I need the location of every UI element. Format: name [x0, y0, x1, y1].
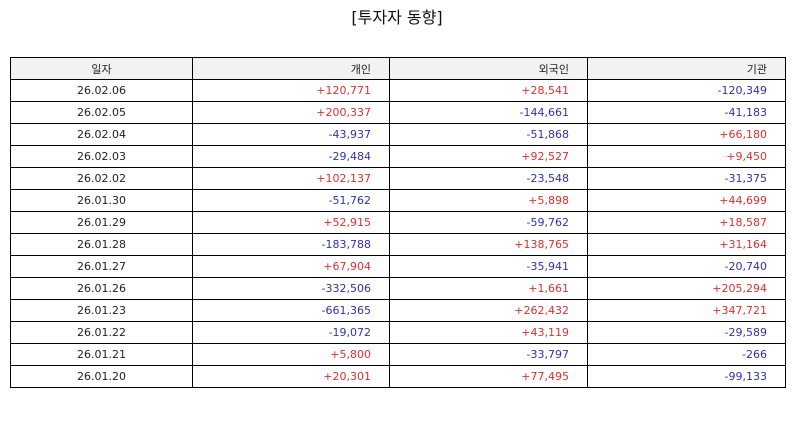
investor-trend-table: 일자 개인 외국인 기관 26.02.06 +120,771 +28,541 -120…: [10, 57, 786, 388]
date-cell: 26.01.21: [10, 343, 193, 366]
foreign-cell: +1,661: [389, 277, 588, 300]
foreign-cell: +92,527: [389, 145, 588, 168]
individual-cell: -661,365: [192, 299, 390, 322]
individual-cell: +52,915: [192, 211, 390, 234]
institution-cell: +44,699: [587, 189, 786, 212]
table-row: 26.02.05 +200,337 -144,661 -41,183: [10, 101, 786, 124]
foreign-cell: +28,541: [389, 79, 588, 102]
column-header-foreign: 외국인: [389, 57, 588, 80]
individual-cell: -332,506: [192, 277, 390, 300]
institution-cell: +9,450: [587, 145, 786, 168]
foreign-cell: +77,495: [389, 365, 588, 388]
institution-cell: -120,349: [587, 79, 786, 102]
foreign-cell: -35,941: [389, 255, 588, 278]
date-cell: 26.02.06: [10, 79, 193, 102]
institution-cell: -41,183: [587, 101, 786, 124]
individual-cell: +67,904: [192, 255, 390, 278]
foreign-cell: -59,762: [389, 211, 588, 234]
table-row: 26.01.23 -661,365 +262,432 +347,721: [10, 299, 786, 322]
table-row: 26.01.30 -51,762 +5,898 +44,699: [10, 189, 786, 212]
date-cell: 26.02.05: [10, 101, 193, 124]
date-cell: 26.01.26: [10, 277, 193, 300]
table-body: 26.02.06 +120,771 +28,541 -120,349 26.02.05 +…: [10, 79, 786, 388]
table-row: 26.01.28 -183,788 +138,765 +31,164: [10, 233, 786, 256]
institution-cell: +18,587: [587, 211, 786, 234]
date-cell: 26.02.03: [10, 145, 193, 168]
individual-cell: +20,301: [192, 365, 390, 388]
date-cell: 26.01.28: [10, 233, 193, 256]
header-row: 일자 개인 외국인 기관: [10, 57, 786, 80]
date-cell: 26.01.29: [10, 211, 193, 234]
date-cell: 26.02.02: [10, 167, 193, 190]
individual-cell: -19,072: [192, 321, 390, 344]
foreign-cell: -51,868: [389, 123, 588, 146]
table-row: 26.01.21 +5,800 -33,797 -266: [10, 343, 786, 366]
institution-cell: -99,133: [587, 365, 786, 388]
institution-cell: -31,375: [587, 167, 786, 190]
table-row: 26.01.29 +52,915 -59,762 +18,587: [10, 211, 786, 234]
date-cell: 26.01.27: [10, 255, 193, 278]
table-row: 26.02.02 +102,137 -23,548 -31,375: [10, 167, 786, 190]
table-row: 26.01.27 +67,904 -35,941 -20,740: [10, 255, 786, 278]
table-row: 26.02.04 -43,937 -51,868 +66,180: [10, 123, 786, 146]
institution-cell: -20,740: [587, 255, 786, 278]
foreign-cell: +262,432: [389, 299, 588, 322]
page-title: [투자자 동향]: [351, 8, 443, 27]
foreign-cell: -23,548: [389, 167, 588, 190]
table-row: 26.01.20 +20,301 +77,495 -99,133: [10, 365, 786, 388]
date-cell: 26.01.23: [10, 299, 193, 322]
column-header-institution: 기관: [587, 57, 786, 80]
individual-cell: -29,484: [192, 145, 390, 168]
individual-cell: -51,762: [192, 189, 390, 212]
date-cell: 26.02.04: [10, 123, 193, 146]
column-header-individual: 개인: [192, 57, 390, 80]
date-cell: 26.01.30: [10, 189, 193, 212]
individual-cell: -183,788: [192, 233, 390, 256]
date-cell: 26.01.22: [10, 321, 193, 344]
foreign-cell: +43,119: [389, 321, 588, 344]
foreign-cell: +138,765: [389, 233, 588, 256]
institution-cell: -266: [587, 343, 786, 366]
individual-cell: +120,771: [192, 79, 390, 102]
table-row: 26.02.06 +120,771 +28,541 -120,349: [10, 79, 786, 102]
table-row: 26.02.03 -29,484 +92,527 +9,450: [10, 145, 786, 168]
institution-cell: -29,589: [587, 321, 786, 344]
individual-cell: -43,937: [192, 123, 390, 146]
table-row: 26.01.26 -332,506 +1,661 +205,294: [10, 277, 786, 300]
foreign-cell: -144,661: [389, 101, 588, 124]
date-cell: 26.01.20: [10, 365, 193, 388]
institution-cell: +31,164: [587, 233, 786, 256]
table-header: 일자 개인 외국인 기관: [10, 57, 786, 80]
foreign-cell: -33,797: [389, 343, 588, 366]
individual-cell: +200,337: [192, 101, 390, 124]
institution-cell: +66,180: [587, 123, 786, 146]
institution-cell: +347,721: [587, 299, 786, 322]
institution-cell: +205,294: [587, 277, 786, 300]
table-row: 26.01.22 -19,072 +43,119 -29,589: [10, 321, 786, 344]
individual-cell: +5,800: [192, 343, 390, 366]
individual-cell: +102,137: [192, 167, 390, 190]
foreign-cell: +5,898: [389, 189, 588, 212]
column-header-date: 일자: [10, 57, 193, 80]
